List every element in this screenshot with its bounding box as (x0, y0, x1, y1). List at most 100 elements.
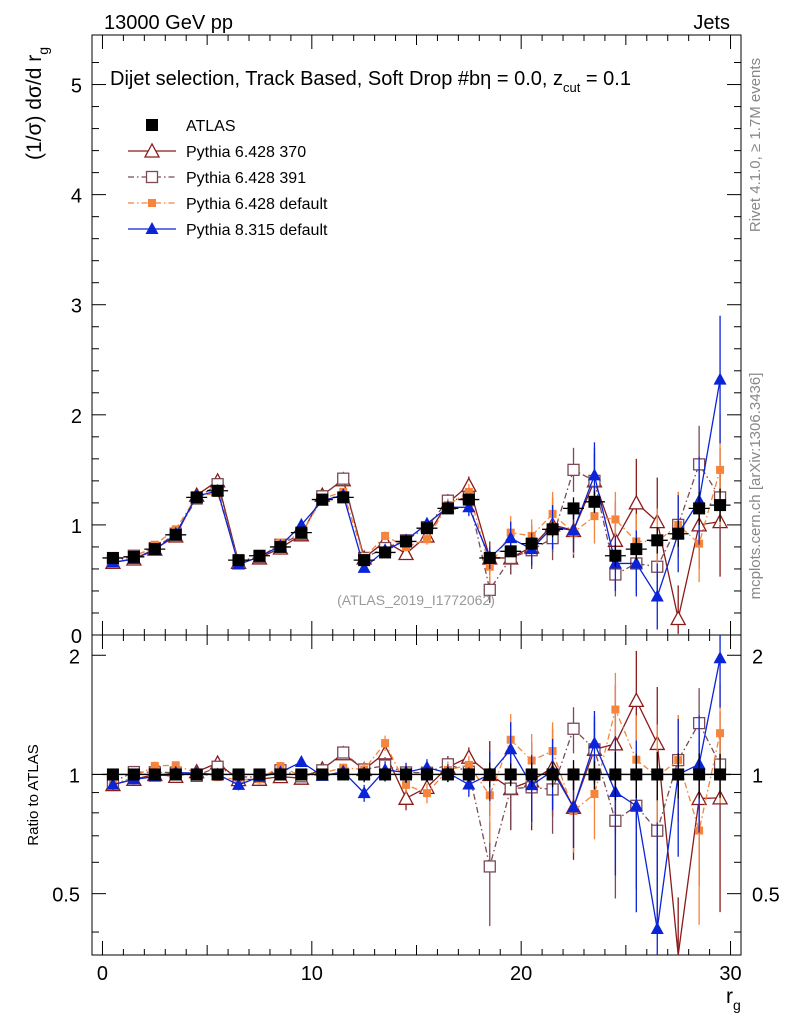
data-point (525, 768, 538, 781)
data-point (462, 493, 475, 506)
data-point (483, 768, 496, 781)
legend-entry: Pythia 6.428 391 (128, 170, 306, 187)
ratio-y-axis-label: Ratio to ATLAS (25, 744, 42, 845)
data-point (567, 800, 581, 813)
data-point (316, 768, 329, 781)
series-line (112, 658, 721, 930)
data-point (232, 777, 246, 790)
data-point (504, 768, 517, 781)
data-point (420, 522, 433, 535)
data-point (670, 610, 687, 626)
data-point (713, 372, 727, 385)
y-tick-label: 3 (71, 296, 82, 318)
rivet-version-label: Rivet 4.1.0, ≥ 1.7M events (747, 58, 764, 232)
data-point (590, 512, 599, 521)
data-point (148, 768, 161, 781)
series-line (112, 379, 721, 598)
data-point (716, 729, 725, 738)
data-point (357, 560, 371, 573)
data-point (716, 465, 725, 474)
data-point (629, 798, 643, 811)
y-axis-label: (1/σ) dσ/d rg (23, 47, 51, 160)
data-point (127, 550, 140, 563)
data-point (714, 499, 727, 512)
data-point (672, 527, 685, 540)
data-point (504, 531, 518, 544)
data-point (628, 494, 645, 510)
data-point (567, 502, 580, 515)
data-point (397, 545, 415, 561)
data-point (357, 786, 371, 799)
x-tick-label: 30 (719, 963, 741, 985)
title-main: Dijet selection, Track Based, Soft Drop … (110, 68, 563, 90)
data-point (567, 463, 580, 477)
series-atlas (102, 484, 731, 567)
data-point (567, 523, 581, 536)
header-right: Jets (693, 12, 730, 34)
data-point (464, 760, 473, 769)
data-point (211, 768, 224, 781)
data-point (590, 790, 599, 799)
data-point (714, 768, 727, 781)
data-point (483, 551, 496, 564)
data-point (567, 768, 580, 781)
xlabel-sub: g (733, 997, 741, 1013)
data-point (169, 528, 182, 541)
data-point (630, 543, 643, 556)
data-point (190, 768, 203, 781)
ratio-tick-label-left: 1 (69, 765, 80, 787)
data-point (253, 768, 266, 781)
data-point (609, 549, 622, 562)
x-tick-label: 0 (97, 963, 108, 985)
data-point (400, 535, 413, 548)
data-point (611, 515, 620, 524)
title-sub: cut (563, 80, 581, 95)
ylabel-main: (1/σ) dσ/d r (23, 55, 46, 160)
legend-entry: Pythia 6.428 default (128, 196, 328, 213)
data-point (253, 549, 266, 562)
ratio-tick-label-right: 2 (752, 646, 763, 668)
data-point (629, 556, 643, 569)
legend-entry: ATLAS (146, 118, 236, 135)
data-point (337, 491, 350, 504)
data-point (358, 554, 371, 567)
y-tick-label: 5 (71, 76, 82, 98)
series-line (112, 469, 721, 569)
data-point (127, 768, 140, 781)
data-point (422, 789, 431, 798)
data-point (588, 768, 601, 781)
ratio-series-atlas (102, 751, 731, 801)
data-point (169, 768, 182, 781)
y-tick-label: 1 (71, 516, 82, 538)
data-point (441, 502, 454, 515)
data-point (609, 768, 622, 781)
series-line (112, 707, 721, 831)
data-point (504, 545, 517, 558)
data-point (337, 472, 350, 485)
data-point (693, 502, 706, 515)
data-point (295, 526, 308, 539)
legend: ATLAS Pythia 6.428 370 Pythia 6.428 391 Pyt… (128, 118, 328, 239)
data-point (337, 768, 350, 781)
data-point (546, 768, 559, 781)
data-point (483, 860, 496, 873)
data-point (464, 487, 473, 496)
data-point (379, 768, 392, 781)
data-point (525, 537, 538, 550)
data-point (651, 534, 664, 547)
ratio-tick-label-left: 2 (69, 646, 80, 668)
legend-marker (148, 199, 156, 207)
data-point (462, 768, 475, 781)
data-point (106, 551, 119, 564)
data-point (441, 768, 454, 781)
legend-marker (145, 222, 159, 234)
data-point (651, 768, 664, 781)
ratio-plot-frame (91, 634, 742, 956)
chart-title: Dijet selection, Track Based, Soft Drop … (110, 68, 631, 95)
data-point (567, 722, 580, 735)
x-tick-label: 10 (301, 963, 323, 985)
data-point (232, 554, 245, 567)
legend-entry: Pythia 6.428 370 (128, 142, 306, 161)
legend-label: Pythia 6.428 391 (186, 170, 306, 187)
